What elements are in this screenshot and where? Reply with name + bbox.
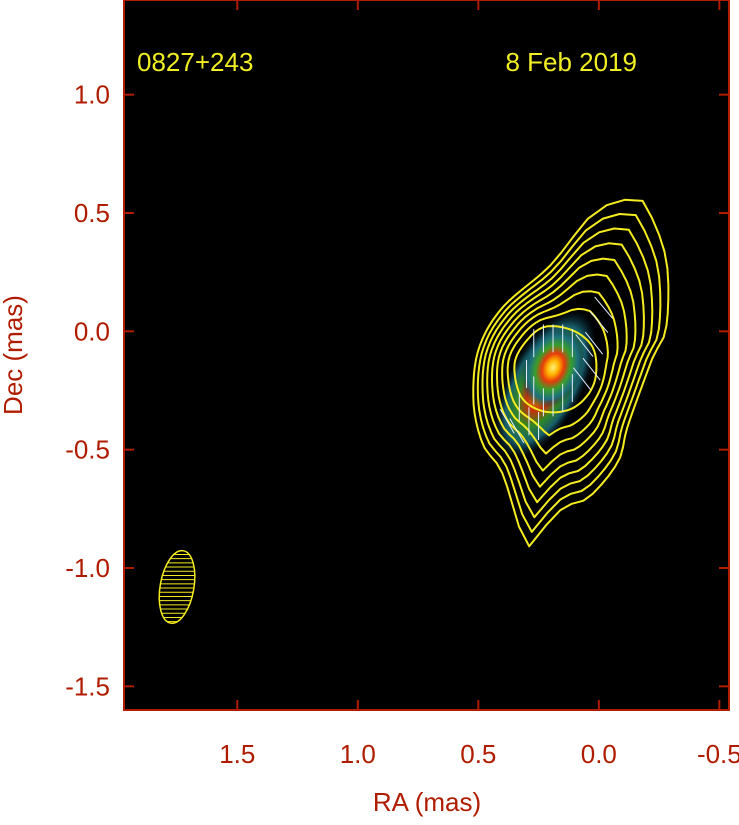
y-tick-label: 1.0 xyxy=(74,80,110,110)
intensity-core xyxy=(521,326,586,408)
x-tick-label: 1.5 xyxy=(219,739,255,769)
y-tick-label: -0.5 xyxy=(65,435,110,465)
polarization-tick xyxy=(572,367,591,391)
contour-line xyxy=(513,325,598,414)
contour-line xyxy=(481,227,654,519)
x-axis-label: RA (mas) xyxy=(373,787,481,817)
contour-line xyxy=(501,290,619,455)
y-tick-label: -1.5 xyxy=(65,671,110,701)
y-tick-label: 0.0 xyxy=(74,316,110,346)
y-axis-label: Dec (mas) xyxy=(0,295,28,415)
x-tick-label: -0.5 xyxy=(697,739,739,769)
x-tick-label: 0.5 xyxy=(460,739,496,769)
contour-line xyxy=(476,213,662,533)
y-tick-label: 0.5 xyxy=(74,198,110,228)
plot-frame xyxy=(123,0,730,711)
polarization-tick xyxy=(589,310,609,333)
polarization-tick xyxy=(585,331,604,355)
polarization-tick xyxy=(594,296,614,319)
contour-line xyxy=(491,257,637,488)
source-name-label: 0827+243 xyxy=(137,47,253,77)
y-tick-label: -1.0 xyxy=(65,553,110,583)
polarization-tick xyxy=(509,418,525,444)
contour-line xyxy=(472,198,670,548)
polarization-tick xyxy=(575,334,594,357)
polarization-ticks xyxy=(499,296,614,444)
polarization-tick xyxy=(582,357,601,381)
polarization-tick xyxy=(499,408,515,434)
x-tick-label: 1.0 xyxy=(340,739,376,769)
plot-background xyxy=(124,0,729,710)
beam-ellipse xyxy=(158,549,196,624)
x-axis-ticks: 1.5 1.0 0.5 0.0 -0.5 xyxy=(219,0,739,769)
y-axis-ticks: 1.0 0.5 0.0 -0.5 -1.0 -1.5 xyxy=(65,80,729,701)
x-tick-label: 0.0 xyxy=(581,739,617,769)
contour-line xyxy=(496,273,628,472)
epoch-label: 8 Feb 2019 xyxy=(505,47,637,77)
contour-line xyxy=(486,242,645,504)
